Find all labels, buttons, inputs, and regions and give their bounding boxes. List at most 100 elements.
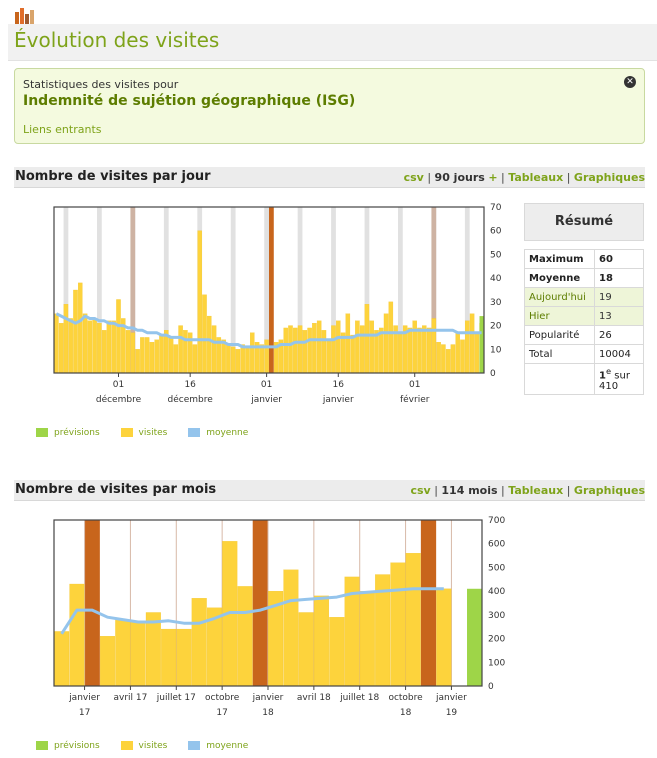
summary-label [524, 362, 595, 396]
info-box: Statistiques des visites pour Indemnité … [14, 68, 645, 144]
summary-label: Aujourd'hui [524, 287, 595, 307]
monthly-tables-link[interactable]: Tableaux [508, 484, 564, 497]
summary-label: Maximum [524, 249, 595, 269]
visits-bar [283, 569, 299, 687]
monthly-section-header: Nombre de visites par mois csv | 114 moi… [14, 480, 645, 501]
chart-frame [53, 206, 485, 374]
x-tick-label: avril 18 [297, 693, 331, 703]
daily-chart-legend: prévisions visites moyenne [36, 428, 266, 438]
visits-bar [314, 595, 329, 687]
summary-value: 60 [594, 249, 644, 269]
legend-forecast[interactable]: prévisions [36, 741, 100, 751]
daily-csv-link[interactable]: csv [403, 171, 424, 184]
legend-forecast-label: prévisions [54, 741, 100, 751]
x-tick-label: 16 [333, 380, 345, 390]
incoming-links-link[interactable]: Liens entrants [23, 123, 102, 136]
summary-row-average: Moyenne 18 [524, 268, 644, 288]
weekend-column [297, 207, 303, 373]
daily-section-header: Nombre de visites par jour csv | 90 jour… [14, 167, 645, 188]
daily-period-plus-link[interactable]: + [488, 171, 498, 184]
visits-bar [69, 583, 85, 687]
weekend-column [63, 207, 69, 373]
y-tick-label: 400 [488, 587, 505, 597]
y-tick-label: 300 [488, 611, 505, 621]
x-tick-label: 17 [79, 708, 90, 718]
legend-average-label: moyenne [206, 428, 249, 438]
monthly-section-title: Nombre de visites par mois [15, 482, 217, 497]
x-tick-label: décembre [168, 394, 214, 405]
y-tick-label: 70 [490, 203, 502, 213]
x-tick-label: janvier [252, 693, 284, 703]
event-marker-column [431, 207, 437, 373]
y-tick-label: 100 [488, 658, 505, 668]
legend-average-label: moyenne [206, 741, 249, 751]
rank-number: 1 [599, 370, 606, 382]
x-tick-label: février [400, 394, 430, 405]
summary-rank: 1e sur 410 [594, 362, 644, 396]
y-tick-label: 0 [488, 682, 494, 692]
x-tick-label: janvier [68, 693, 100, 703]
summary-row-today: Aujourd'hui 19 [524, 287, 644, 307]
visits-bar [115, 619, 131, 687]
info-intro: Statistiques des visites pour [23, 78, 179, 91]
x-tick-label: juillet 17 [156, 693, 196, 703]
summary-value: 13 [594, 306, 644, 326]
visits-bar [359, 590, 375, 687]
monthly-csv-link[interactable]: csv [410, 484, 431, 497]
weekend-column [97, 207, 102, 373]
x-tick-label: 01 [409, 380, 420, 390]
weekend-column [230, 207, 236, 373]
legend-visits-label: visites [138, 741, 168, 751]
weekend-column [331, 207, 336, 373]
weekend-column [398, 207, 403, 373]
page-title: Évolution des visites [8, 24, 657, 61]
average-line [55, 312, 482, 349]
legend-visits-label: visites [138, 428, 168, 438]
summary-label: Hier [524, 306, 595, 326]
summary-row-popularity: Popularité 26 [524, 325, 644, 345]
y-tick-label: 600 [488, 540, 505, 550]
monthly-period-label: 114 mois [441, 484, 498, 497]
daily-graphs-link[interactable]: Graphiques [573, 171, 645, 184]
visits-bar [405, 553, 421, 687]
y-tick-label: 10 [490, 345, 502, 355]
summary-value: 19 [594, 287, 644, 307]
x-tick-label: avril 17 [113, 693, 147, 703]
max-column [269, 207, 274, 373]
page-name: Indemnité de sujétion géographique (ISG) [23, 93, 356, 109]
legend-visits[interactable]: visites [120, 428, 168, 438]
monthly-chart-legend: prévisions visites moyenne [36, 741, 266, 751]
legend-average[interactable]: moyenne [188, 428, 248, 438]
y-tick-label: 200 [488, 635, 505, 645]
visits-bar [145, 612, 161, 687]
visits-bar [237, 586, 253, 687]
summary-panel: Résumé Maximum 60 Moyenne 18 Aujourd'hui 19… [524, 203, 644, 396]
legend-average[interactable]: moyenne [188, 741, 248, 751]
close-icon[interactable]: ✕ [624, 76, 636, 88]
y-tick-label: 500 [488, 563, 505, 573]
daily-tables-link[interactable]: Tableaux [508, 171, 564, 184]
legend-forecast[interactable]: prévisions [36, 428, 100, 438]
bar-chart-logo-icon [14, 6, 36, 24]
event-marker-column [130, 207, 136, 373]
legend-average-swatch [188, 428, 201, 437]
x-tick-label: octobre [205, 693, 240, 703]
legend-visits-swatch [120, 428, 133, 437]
monthly-section-links: csv | 114 mois | Tableaux | Graphiques [410, 484, 645, 497]
visits-bar [191, 598, 207, 687]
forecast-bar [479, 316, 484, 373]
legend-forecast-swatch [36, 741, 48, 750]
legend-visits[interactable]: visites [120, 741, 168, 751]
x-tick-label: juillet 18 [339, 693, 379, 703]
monthly-graphs-link[interactable]: Graphiques [573, 484, 645, 497]
y-tick-label: 40 [490, 274, 502, 284]
y-tick-label: 20 [490, 322, 502, 332]
visits-bar [329, 617, 345, 687]
visits-bar [436, 588, 452, 687]
legend-average-swatch [188, 741, 201, 750]
summary-row-total: Total 10004 [524, 344, 644, 364]
legend-visits-swatch [120, 741, 133, 750]
visits-bar [390, 562, 406, 687]
visits-bar [298, 612, 314, 687]
